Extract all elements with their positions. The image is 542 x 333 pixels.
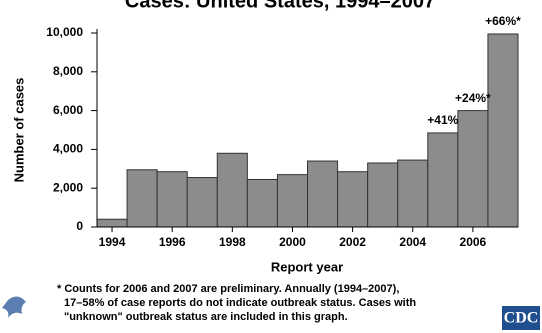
y-tick-label: 4,000 [53, 142, 83, 156]
bar [96, 218, 128, 228]
footnote: 17–58% of case reports do not indicate o… [64, 297, 416, 309]
x-axis-label: Report year [271, 259, 343, 274]
x-tick-label: 1996 [159, 235, 186, 249]
x-tick-label: 2004 [399, 235, 426, 249]
annotation: +24%* [455, 91, 491, 105]
footnote: "unknown" outbreak status are included i… [64, 311, 348, 323]
logo-text: CDC [504, 310, 539, 327]
y-axis-label: Number of cases [11, 78, 26, 183]
x-tick-label: 1994 [99, 235, 126, 249]
bar [427, 132, 459, 228]
y-tick-label: 10,000 [46, 25, 83, 39]
bar [397, 159, 429, 228]
bar [276, 174, 308, 228]
bar [126, 169, 158, 228]
x-tick-label: 2006 [460, 235, 487, 249]
bar [186, 177, 218, 228]
bar [216, 152, 248, 228]
cdc-logo: CDC [502, 306, 540, 330]
bar [307, 160, 339, 228]
bar [246, 178, 278, 228]
bar [156, 171, 188, 228]
annotation: +41% [427, 113, 458, 127]
footnote: * Counts for 2006 and 2007 are prelimina… [57, 283, 399, 295]
bar [457, 110, 489, 228]
y-tick-label: 0 [76, 219, 83, 233]
y-tick-label: 8,000 [53, 64, 83, 78]
chart-title: Cases: United States, 1994–2007 [125, 0, 435, 12]
x-tick-label: 1998 [219, 235, 246, 249]
bar [487, 33, 519, 228]
annotation: +66%* [485, 14, 521, 28]
hhs-logo [2, 296, 26, 318]
bar [367, 162, 399, 228]
x-tick-label: 2000 [279, 235, 306, 249]
bar [337, 171, 369, 228]
x-tick-label: 2002 [339, 235, 366, 249]
y-tick-label: 6,000 [53, 103, 83, 117]
y-tick-label: 2,000 [53, 180, 83, 194]
